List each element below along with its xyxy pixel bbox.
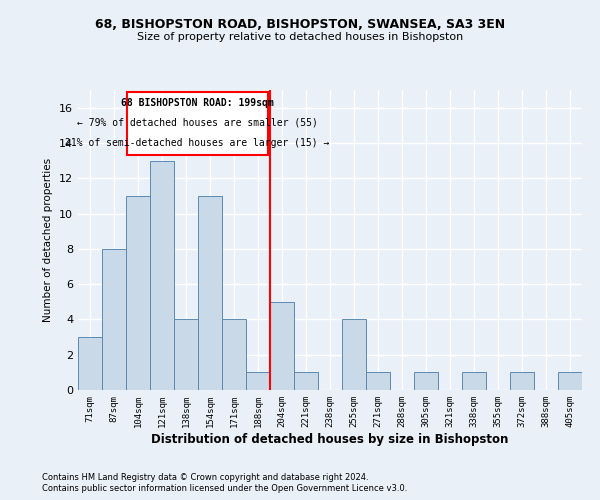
Bar — [127, 92, 268, 156]
Bar — [342, 320, 366, 390]
Bar — [174, 320, 198, 390]
Bar — [414, 372, 438, 390]
Text: Size of property relative to detached houses in Bishopston: Size of property relative to detached ho… — [137, 32, 463, 42]
Bar — [126, 196, 150, 390]
Bar — [510, 372, 534, 390]
X-axis label: Distribution of detached houses by size in Bishopston: Distribution of detached houses by size … — [151, 432, 509, 446]
Bar — [102, 249, 126, 390]
Text: Contains public sector information licensed under the Open Government Licence v3: Contains public sector information licen… — [42, 484, 407, 493]
Y-axis label: Number of detached properties: Number of detached properties — [43, 158, 53, 322]
Text: 21% of semi-detached houses are larger (15) →: 21% of semi-detached houses are larger (… — [65, 138, 329, 147]
Bar — [78, 337, 102, 390]
Bar — [150, 160, 174, 390]
Bar — [222, 320, 246, 390]
Bar — [558, 372, 582, 390]
Text: ← 79% of detached houses are smaller (55): ← 79% of detached houses are smaller (55… — [77, 118, 318, 128]
Bar — [462, 372, 486, 390]
Bar — [294, 372, 318, 390]
Text: Contains HM Land Registry data © Crown copyright and database right 2024.: Contains HM Land Registry data © Crown c… — [42, 472, 368, 482]
Bar — [198, 196, 222, 390]
Text: 68 BISHOPSTON ROAD: 199sqm: 68 BISHOPSTON ROAD: 199sqm — [121, 98, 274, 108]
Bar — [246, 372, 270, 390]
Bar — [366, 372, 390, 390]
Text: 68, BISHOPSTON ROAD, BISHOPSTON, SWANSEA, SA3 3EN: 68, BISHOPSTON ROAD, BISHOPSTON, SWANSEA… — [95, 18, 505, 30]
Bar — [270, 302, 294, 390]
